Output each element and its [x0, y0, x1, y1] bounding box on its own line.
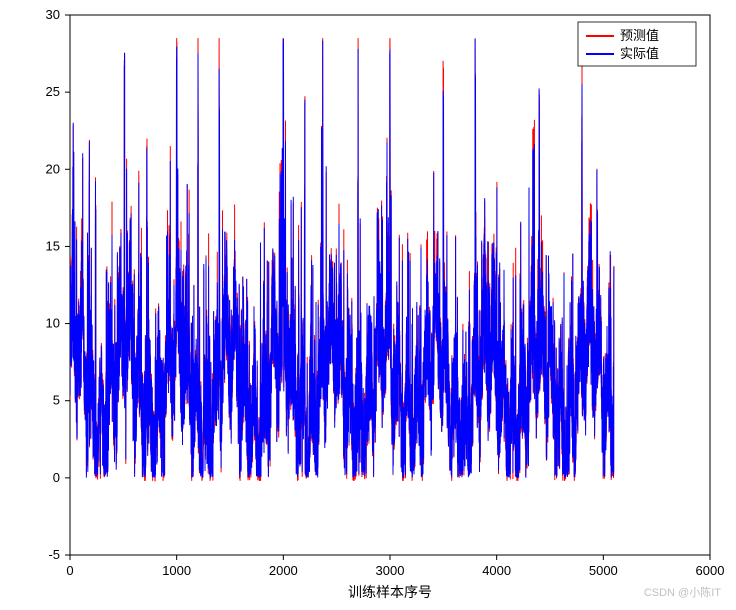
svg-text:4000: 4000	[482, 563, 511, 578]
svg-text:20: 20	[46, 161, 60, 176]
svg-text:3000: 3000	[376, 563, 405, 578]
chart-container: 0 1000 2000 3000 4000 5000 6000 -5 0 5 10 15 20 25 30 训…	[0, 0, 736, 610]
watermark: CSDN @小陈IT	[644, 584, 721, 600]
svg-text:0: 0	[53, 470, 60, 485]
legend-label: 实际值	[620, 46, 659, 61]
svg-text:训练样本序号: 训练样本序号	[348, 584, 432, 600]
training-chart: 0 1000 2000 3000 4000 5000 6000 -5 0 5 10 15 20 25 30 训…	[0, 0, 736, 610]
svg-text:25: 25	[46, 84, 60, 99]
svg-text:30: 30	[46, 7, 60, 22]
svg-text:2000: 2000	[269, 563, 298, 578]
svg-text:0: 0	[66, 563, 73, 578]
svg-text:6000: 6000	[696, 563, 725, 578]
svg-text:10: 10	[46, 316, 60, 331]
svg-text:5000: 5000	[589, 563, 618, 578]
svg-text:15: 15	[46, 238, 60, 253]
svg-text:5: 5	[53, 393, 60, 408]
svg-text:-5: -5	[48, 547, 60, 562]
series-actual	[70, 39, 614, 478]
svg-text:1000: 1000	[162, 563, 191, 578]
legend-label: 预测值	[620, 28, 659, 43]
